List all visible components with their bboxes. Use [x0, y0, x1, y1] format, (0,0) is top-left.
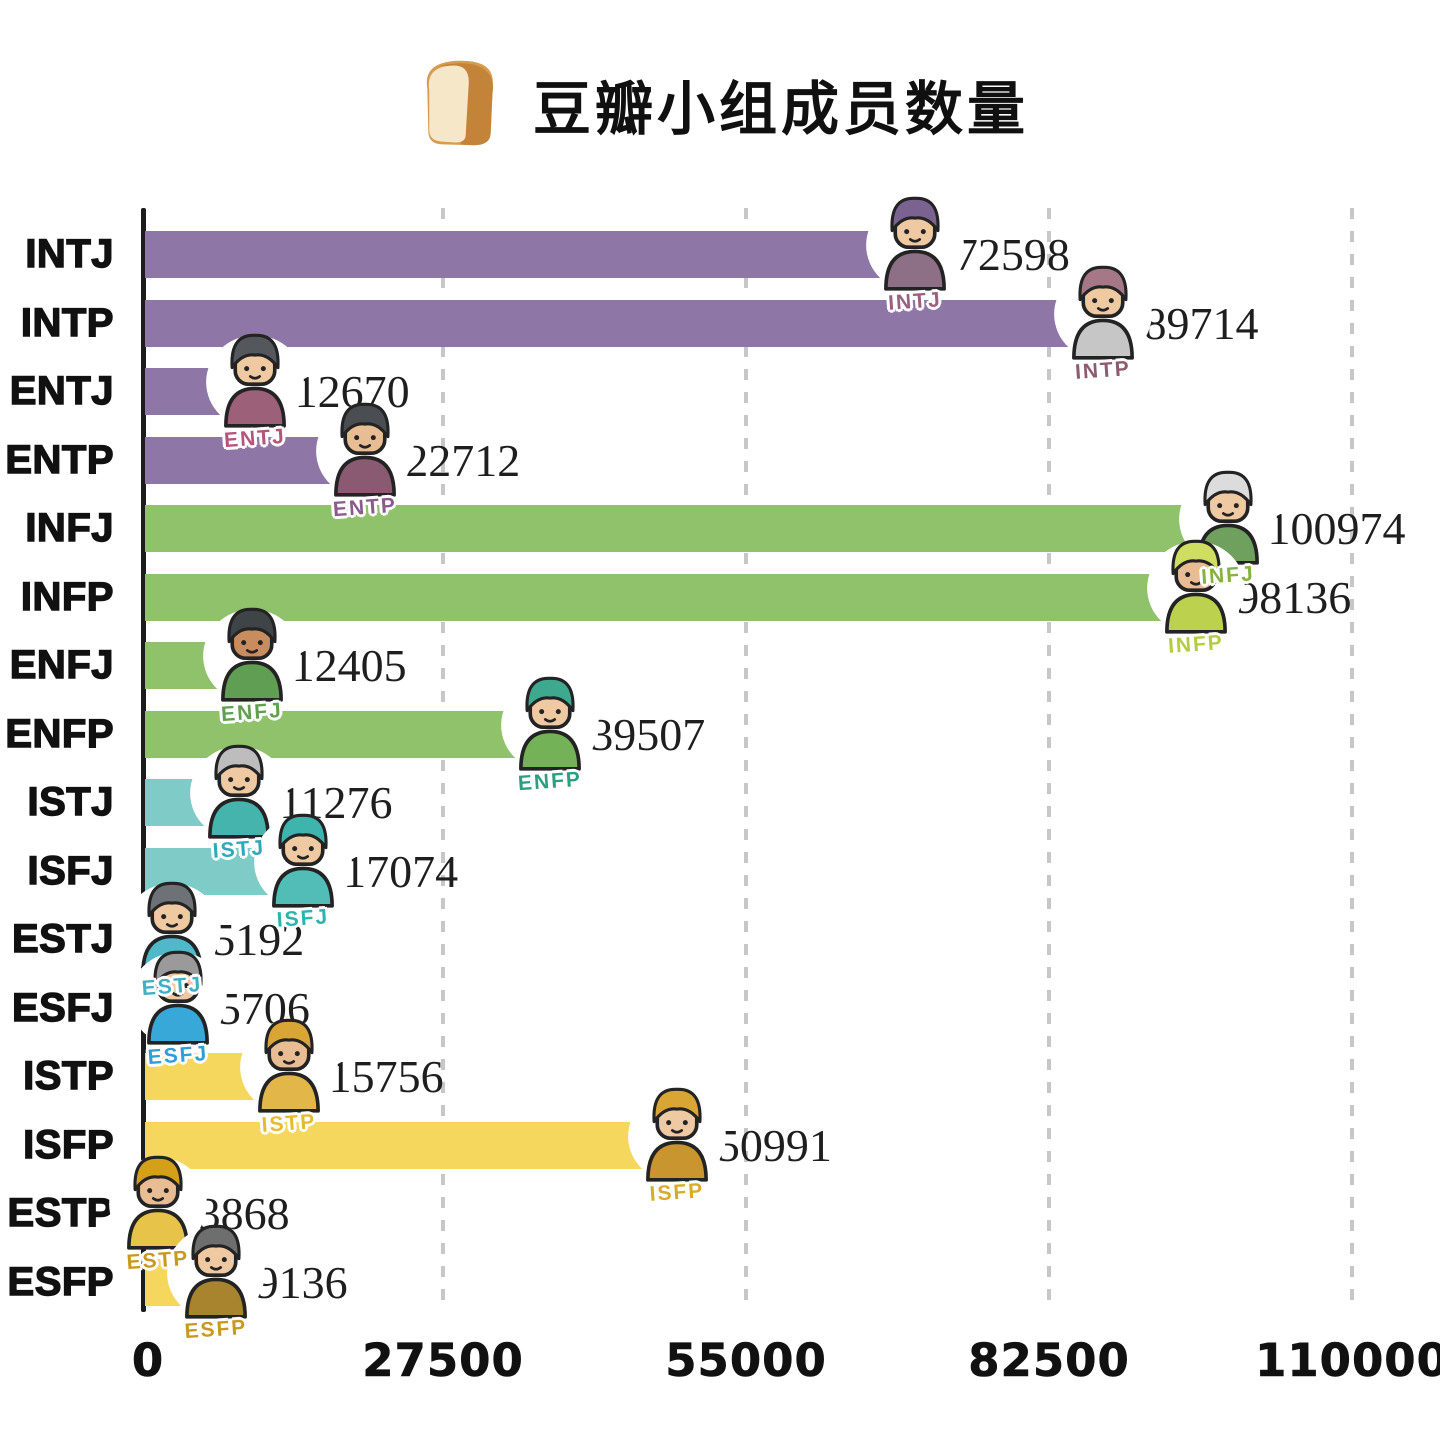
character-name-label: INTJ: [887, 288, 943, 315]
category-label: INFP: [20, 574, 114, 619]
person-icon: [190, 744, 289, 840]
gridline: [744, 208, 748, 1312]
mbti-character-sticker: [313, 395, 417, 499]
person-icon: [866, 196, 964, 292]
value-label: 9136: [255, 1256, 348, 1308]
mbti-character-sticker: [498, 669, 602, 773]
value-label: 17074: [343, 845, 459, 897]
bar: [145, 573, 1227, 621]
character-name-label: ISTJ: [212, 836, 267, 863]
person-icon: [108, 1155, 207, 1251]
character-name-label: ESFP: [183, 1315, 248, 1343]
category-label: INFJ: [25, 505, 115, 550]
value-label: 39507: [590, 708, 706, 760]
value-label: 15756: [328, 1051, 444, 1102]
value-label: 50991: [716, 1119, 832, 1171]
person-icon: [205, 333, 304, 429]
character-name-label: ESTJ: [141, 972, 204, 1001]
person-icon: [202, 607, 301, 703]
chart-header: 豆瓣小组成员数量: [0, 54, 1440, 154]
x-tick-label: 55000: [665, 1334, 827, 1388]
mbti-character-sticker: [237, 1011, 341, 1115]
person-icon: [501, 676, 600, 772]
character-name-label: ENTP: [332, 493, 398, 521]
gridline: [1047, 208, 1051, 1312]
category-label: ENFP: [5, 711, 115, 756]
category-label: INTJ: [25, 231, 115, 276]
gridline: [1350, 208, 1354, 1312]
page-title: 豆瓣小组成员数量: [532, 75, 1029, 143]
mbti-character-sticker: [164, 1217, 268, 1321]
category-label: ENFJ: [9, 642, 114, 687]
category-label: ISFJ: [27, 848, 114, 893]
bar: [145, 1121, 707, 1169]
mbti-character-sticker: [863, 189, 967, 293]
value-label: 98136: [1236, 571, 1352, 623]
character-name-label: INFJ: [1200, 562, 1256, 589]
person-icon: [166, 1224, 265, 1320]
person-icon: [1147, 539, 1246, 635]
x-tick-label: 27500: [362, 1334, 524, 1388]
mbti-character-sticker: [203, 326, 307, 430]
x-tick-label: 110000: [1255, 1334, 1440, 1388]
category-label: ISTJ: [27, 779, 114, 824]
character-name-label: INFP: [1167, 630, 1225, 658]
bread-icon: [426, 60, 494, 146]
category-label: ISFP: [22, 1122, 114, 1167]
mbti-character-sticker: [200, 600, 304, 704]
value-label: 22712: [405, 434, 521, 486]
mbti-character-sticker: [1051, 258, 1155, 362]
y-axis-line: [141, 208, 146, 1312]
character-name-label: ISFP: [648, 1178, 705, 1206]
bar: [145, 231, 945, 278]
mbti-character-sticker: [1144, 532, 1248, 636]
character-name-label: ISFJ: [276, 904, 330, 932]
mbti-character-sticker: [106, 1148, 210, 1252]
person-icon: [128, 950, 227, 1046]
category-label: ESTP: [7, 1190, 114, 1235]
category-label: ENTJ: [9, 368, 114, 413]
category-label: ESTJ: [11, 916, 114, 961]
bar: [145, 505, 1258, 552]
category-label: ENTP: [5, 437, 115, 482]
person-icon: [239, 1018, 338, 1114]
mbti-character-sticker: [625, 1080, 729, 1184]
character-name-label: INTP: [1074, 356, 1133, 384]
value-label: 5192: [212, 914, 305, 965]
category-label: ISTP: [22, 1053, 114, 1098]
mbti-character-sticker: [126, 943, 230, 1047]
x-tick-label: 0: [131, 1334, 165, 1388]
value-label: 100974: [1267, 503, 1406, 554]
category-label: ESFJ: [11, 985, 114, 1030]
person-icon: [254, 813, 352, 909]
mbti-character-sticker: [251, 806, 355, 910]
value-label: 12405: [291, 640, 407, 691]
category-label: ESFP: [7, 1259, 114, 1304]
person-icon: [627, 1087, 726, 1183]
value-label: 72598: [954, 229, 1070, 280]
person-icon: [1054, 265, 1153, 361]
character-name-label: ESFJ: [146, 1041, 209, 1069]
category-label: INTP: [20, 300, 114, 345]
value-label: 89714: [1143, 297, 1259, 349]
person-icon: [316, 402, 415, 498]
character-name-label: ENFJ: [220, 698, 284, 727]
character-name-label: ISTP: [260, 1110, 317, 1137]
gridline: [441, 208, 445, 1312]
x-tick-label: 82500: [968, 1334, 1130, 1388]
mbti-character-sticker: [187, 737, 291, 841]
character-name-label: ESTP: [125, 1246, 190, 1275]
bar: [145, 299, 1134, 347]
character-name-label: ENTJ: [222, 424, 287, 453]
character-name-label: ENFP: [517, 767, 583, 795]
